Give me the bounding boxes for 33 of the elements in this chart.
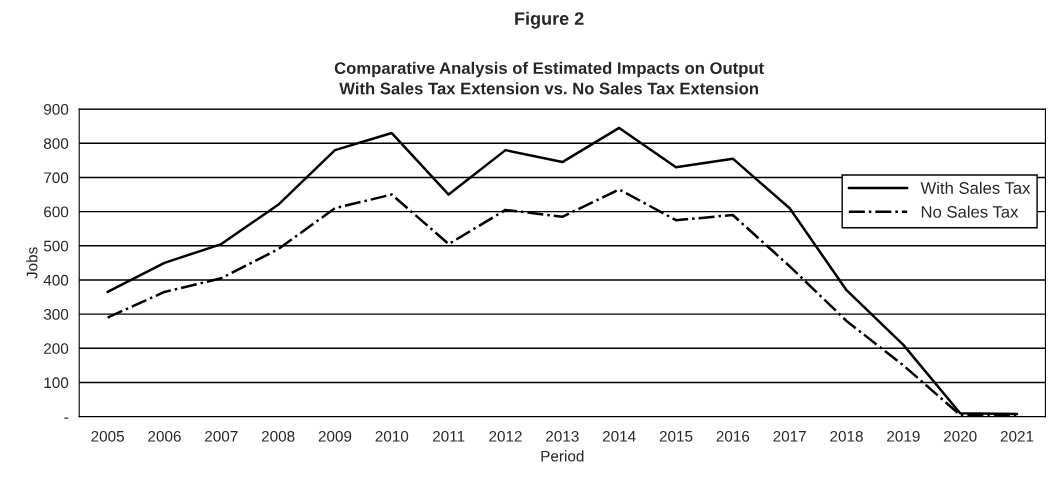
chart-subtitle: Comparative Analysis of Estimated Impacts on Output With Sales Tax Extension vs. No Sales Tax Extension <box>334 61 764 95</box>
x-tick-label: 2007 <box>205 430 238 442</box>
x-tick-label: 2021 <box>1000 430 1034 442</box>
x-tick-label: 2014 <box>602 430 636 442</box>
x-tick-label: 2018 <box>830 430 863 442</box>
y-tick-label: 600 <box>44 206 69 218</box>
y-tick-label: 800 <box>43 138 69 149</box>
y-tick-label: 700 <box>44 172 69 184</box>
chart-title: Figure 2 <box>515 11 584 29</box>
y-tick-label: 100 <box>44 377 69 389</box>
x-tick-label: 2006 <box>148 430 181 442</box>
x-tick-label: 2019 <box>887 430 920 442</box>
x-tick-label: 2009 <box>318 430 352 442</box>
x-tick-label: 2010 <box>375 430 409 442</box>
x-tick-label: 2017 <box>773 430 806 442</box>
y-tick-label: 900 <box>44 103 69 115</box>
x-axis-title: Period <box>541 450 584 462</box>
y-tick-label: 200 <box>44 343 69 354</box>
y-tick-label: - <box>64 417 69 419</box>
x-tick-label: 2008 <box>261 430 295 442</box>
legend-label: With Sales Tax <box>920 181 1031 194</box>
x-tick-label: 2016 <box>716 430 750 442</box>
x-tick-label: 2005 <box>91 430 124 442</box>
y-tick-label: 300 <box>43 309 69 320</box>
legend-label: No Sales Tax <box>921 205 1019 218</box>
y-tick-label: 500 <box>43 240 69 252</box>
y-tick-label: 400 <box>43 274 69 286</box>
x-tick-label: 2012 <box>489 430 522 442</box>
x-tick-label: 2020 <box>943 430 977 442</box>
x-tick-label: 2011 <box>432 430 465 442</box>
y-axis-title: Jobs <box>26 247 38 279</box>
x-tick-label: 2015 <box>659 430 693 442</box>
x-tick-label: 2013 <box>546 430 579 442</box>
